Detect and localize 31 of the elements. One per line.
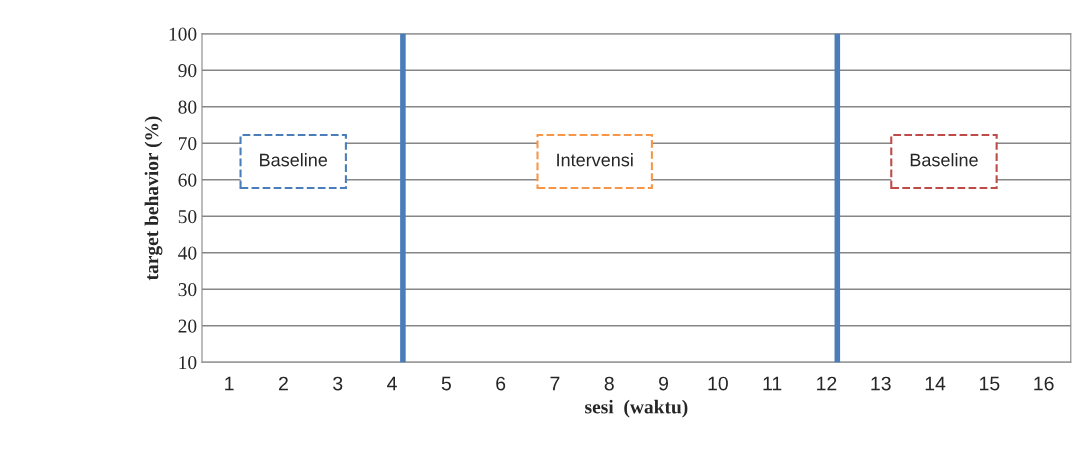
x-tick-label: 3 [333,376,343,391]
y-tick-label: 60 [178,173,197,187]
x-tick-label: 11 [763,376,782,391]
x-tick-label: 5 [441,376,451,391]
x-tick-label: 12 [817,376,837,391]
x-tick-label: 1 [225,376,234,391]
x-tick-label: 16 [1034,376,1054,391]
x-tick-label: 14 [925,376,946,391]
x-tick-label: 4 [387,376,397,391]
y-tick-label: 20 [178,319,197,333]
x-tick-label: 6 [496,376,506,391]
y-tick-label: 70 [178,137,197,151]
y-tick-label: 90 [178,64,197,78]
annotation: Baseline [910,153,978,167]
x-tick-label: 7 [550,376,560,391]
x-tick-label: 13 [871,376,891,391]
y-axis-title: target behavior (%) [144,116,163,281]
y-tick-label: 80 [178,100,197,114]
y-tick-label: 40 [178,246,197,260]
annotation: Intervensi [557,153,633,167]
annotation: Baseline [260,153,328,167]
x-tick-label: 2 [279,376,288,391]
x-tick-label: 8 [604,376,614,391]
x-tick-label: 10 [708,376,728,391]
y-tick-label: 50 [178,210,197,224]
y-tick-label: 10 [179,356,197,370]
x-axis-title: sesi (waktu) [585,399,688,418]
x-tick-label: 15 [980,376,1000,391]
y-tick-label: 100 [169,27,197,41]
y-tick-label: 30 [178,283,197,297]
x-tick-label: 9 [659,376,669,391]
